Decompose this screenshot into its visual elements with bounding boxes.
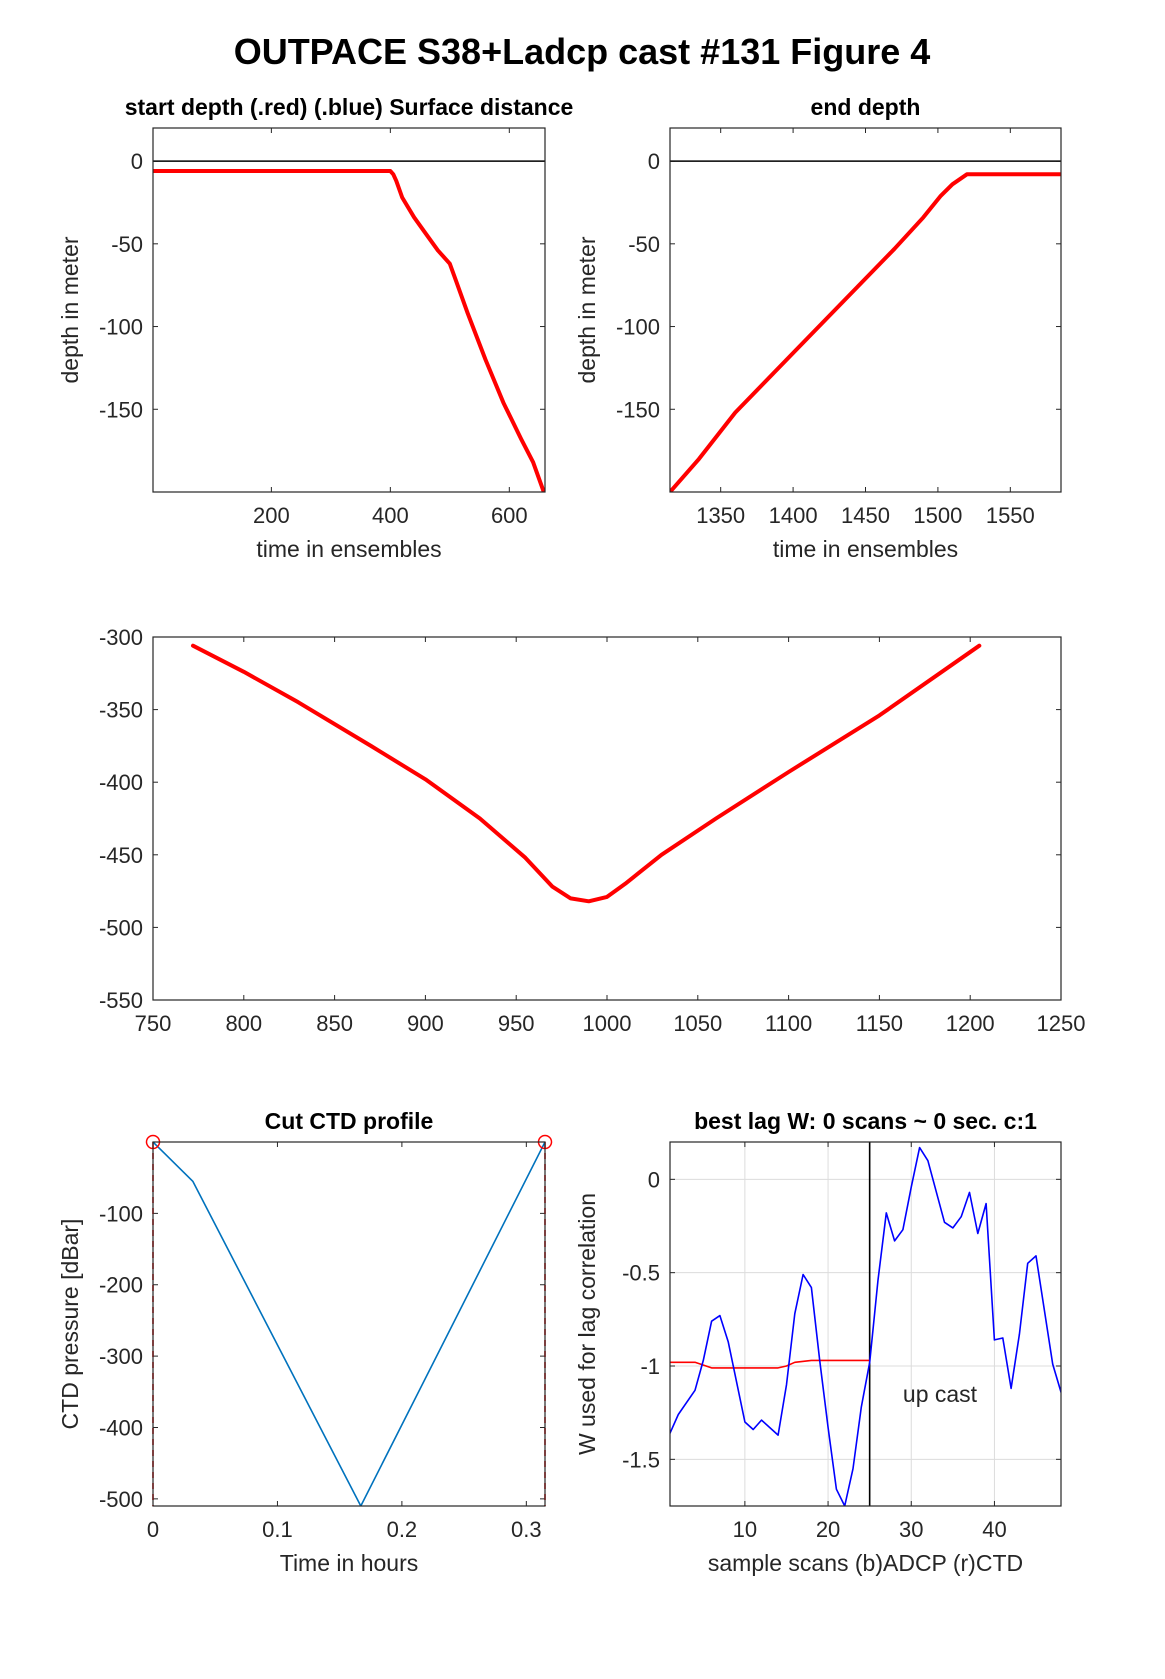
y-tick-label: -400 <box>99 1415 143 1440</box>
x-tick-label: 1250 <box>1037 1011 1086 1036</box>
axes-frame <box>152 127 546 493</box>
chart-end: 1350 1400 1450 1500 1550 0 -50 -100 -150 end dept… <box>574 94 1062 562</box>
y-tick-label: -100 <box>99 1201 143 1226</box>
plot-area <box>153 1142 545 1506</box>
y-tick-label: -550 <box>99 988 143 1013</box>
x-axis-label: Time in hours <box>280 1550 418 1576</box>
chart-ctd: 0 0.1 0.2 0.3 -100 -200 -300 -400 -500 Cut CTD pr… <box>57 1108 553 1576</box>
x-tick-label: 600 <box>491 503 528 528</box>
x-tick-label: 10 <box>733 1517 757 1542</box>
y-axis-label: W used for lag correlation <box>574 1193 600 1455</box>
x-tick-label: 1200 <box>946 1011 995 1036</box>
axes-title: start depth (.red) (.blue) Surface dista… <box>125 94 574 120</box>
y-tick-label: -350 <box>99 698 143 723</box>
y-tick-label: -300 <box>99 1344 143 1369</box>
y-tick-label: -500 <box>99 915 143 940</box>
series-group <box>191 643 982 904</box>
series-line-1 <box>153 169 545 492</box>
x-tick-label: 1150 <box>856 1011 903 1036</box>
x-tick-label: 0.1 <box>262 1517 293 1542</box>
x-tick-label: 0 <box>147 1517 159 1542</box>
y-axis-label: depth in meter <box>57 236 83 383</box>
y-tick-label: -1 <box>640 1354 660 1379</box>
axes-frame <box>152 636 1062 1001</box>
series-line-2 <box>670 1146 1061 1506</box>
x-tick-label: 1500 <box>913 503 962 528</box>
y-tick-label: -150 <box>99 397 143 422</box>
x-tick-label: 1000 <box>583 1011 632 1036</box>
y-tick-label: -100 <box>99 315 143 340</box>
axes-title: end depth <box>811 94 921 120</box>
x-tick-label: 1100 <box>765 1011 812 1036</box>
x-tick-label: 950 <box>498 1011 535 1036</box>
y-tick-label: 0 <box>131 149 143 174</box>
x-tick-label: 20 <box>816 1517 840 1542</box>
y-tick-label: -1.5 <box>622 1447 660 1472</box>
y-tick-label: -0.5 <box>622 1261 660 1286</box>
x-axis-label: sample scans (b)ADCP (r)CTD <box>708 1550 1023 1576</box>
y-tick-label: -150 <box>616 397 660 422</box>
x-tick-label: 400 <box>372 503 409 528</box>
axes-title: Cut CTD profile <box>265 1108 434 1134</box>
y-axis-label: depth in meter <box>574 236 600 383</box>
series-group <box>670 172 1061 492</box>
figure-title: OUTPACE S38+Ladcp cast #131 Figure 4 <box>234 31 931 72</box>
plot-area <box>670 1142 1061 1506</box>
x-tick-label: 1400 <box>769 503 818 528</box>
series-line-1 <box>670 1359 871 1369</box>
y-tick-label: -50 <box>111 232 143 257</box>
y-tick-label: -100 <box>616 315 660 340</box>
x-tick-label: 900 <box>407 1011 444 1036</box>
y-tick-label: -450 <box>99 843 143 868</box>
x-tick-label: 800 <box>225 1011 262 1036</box>
x-tick-label: 30 <box>899 1517 923 1542</box>
axes-frame <box>669 127 1062 493</box>
y-tick-label: -200 <box>99 1273 143 1298</box>
series-line-1 <box>153 1142 545 1506</box>
y-tick-label: -400 <box>99 770 143 795</box>
series-group <box>153 169 545 492</box>
annotation-label: up cast <box>903 1381 978 1407</box>
x-tick-label: 1450 <box>841 503 890 528</box>
axes-frame <box>669 1141 1062 1507</box>
chart-lag: 10 20 30 40 0 -0.5 -1 -1.5 up cast best lag W: 0 … <box>574 1108 1062 1576</box>
x-tick-label: 1550 <box>986 503 1035 528</box>
series-line-1 <box>191 643 982 904</box>
x-tick-label: 0.3 <box>511 1517 542 1542</box>
x-tick-label: 200 <box>253 503 290 528</box>
y-tick-label: 0 <box>648 149 660 174</box>
plot-area <box>153 128 545 492</box>
series-group <box>153 1142 545 1506</box>
series-group <box>670 1146 1061 1506</box>
x-tick-label: 1350 <box>696 503 745 528</box>
x-axis-label: time in ensembles <box>256 536 441 562</box>
y-tick-label: -500 <box>99 1487 143 1512</box>
x-tick-label: 1050 <box>673 1011 722 1036</box>
chart-start: 200 400 600 0 -50 -100 -150 start depth (.red) … <box>57 94 573 562</box>
x-tick-label: 750 <box>135 1011 172 1036</box>
chart-middle: 750 800 850 900 950 1000 1050 1100 1150 1200 1250 -… <box>99 625 1086 1036</box>
x-tick-label: 850 <box>316 1011 353 1036</box>
plot-area <box>670 128 1061 492</box>
y-tick-label: -50 <box>628 232 660 257</box>
plot-area <box>153 637 1061 1000</box>
y-tick-label: 0 <box>648 1167 660 1192</box>
x-tick-label: 0.2 <box>387 1517 418 1542</box>
x-tick-label: 40 <box>982 1517 1006 1542</box>
axes-title: best lag W: 0 scans ~ 0 sec. c:1 <box>694 1108 1037 1134</box>
y-axis-label: CTD pressure [dBar] <box>57 1219 83 1430</box>
axes-frame <box>152 1141 546 1507</box>
x-axis-label: time in ensembles <box>773 536 958 562</box>
series-line-1 <box>670 172 1061 492</box>
y-tick-label: -300 <box>99 625 143 650</box>
